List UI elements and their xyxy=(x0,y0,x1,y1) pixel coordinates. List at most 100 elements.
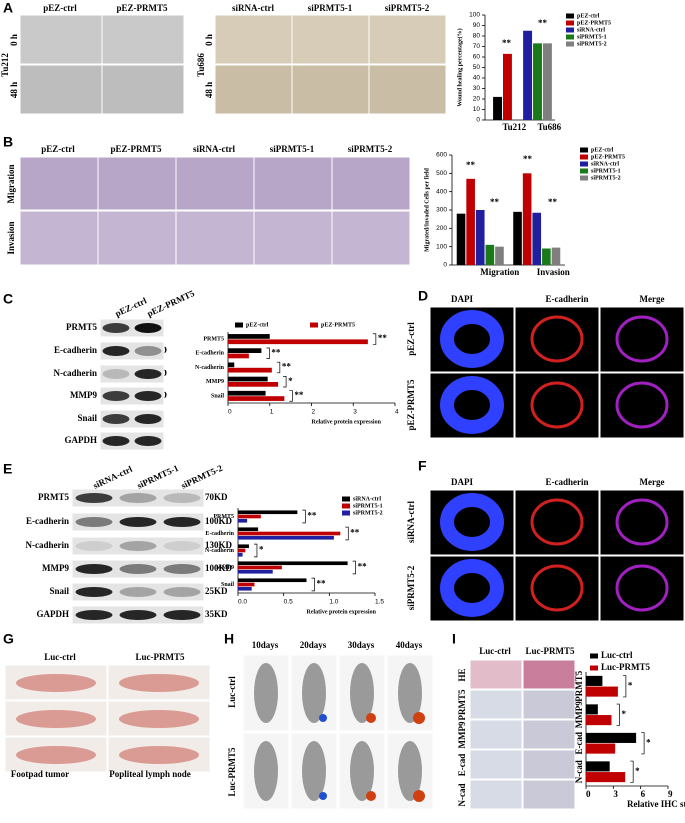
blot-band xyxy=(134,436,162,446)
annotation: ** xyxy=(523,154,533,164)
y-tick-label: 90 xyxy=(473,22,481,29)
label: Merge xyxy=(640,477,665,487)
bracket xyxy=(372,333,377,345)
label: pEZ-PRMT5 xyxy=(110,144,162,154)
tissue xyxy=(119,674,199,692)
blot-band xyxy=(102,369,130,379)
bar xyxy=(228,367,272,373)
image xyxy=(469,749,523,780)
blot-band xyxy=(75,587,113,597)
bar xyxy=(542,248,551,265)
legend-label: siRNA-ctrl xyxy=(353,496,381,502)
x-axis-label: Relative IHC staining index xyxy=(627,799,685,809)
blot-band xyxy=(102,414,130,424)
bar xyxy=(238,586,252,591)
legend-label: pEZ-ctrl xyxy=(246,322,269,328)
blot-band xyxy=(119,517,157,527)
mouse xyxy=(398,663,422,723)
legend-swatch xyxy=(566,34,574,40)
bar xyxy=(238,510,298,515)
annotation: * xyxy=(646,737,651,747)
label: N-cadherin xyxy=(54,368,98,378)
image xyxy=(214,64,293,115)
label: GAPDH xyxy=(37,609,70,619)
label: Luc-PRMT5 xyxy=(136,652,185,662)
bar xyxy=(238,561,348,566)
x-axis-label: Relative protein expression xyxy=(307,609,377,615)
label: 0 h xyxy=(9,34,19,46)
lane-label: siPRMT5-1 xyxy=(135,463,180,491)
x-tick-label: 6 xyxy=(641,789,646,799)
label: siPRMT5-1 xyxy=(308,3,353,13)
legend-label: siPRMT5-2 xyxy=(591,175,621,181)
legend-swatch xyxy=(566,41,574,47)
blot-band xyxy=(163,541,201,551)
bar xyxy=(533,43,542,120)
image xyxy=(522,659,576,690)
cells xyxy=(530,381,584,429)
image xyxy=(522,689,576,720)
annotation: ** xyxy=(307,511,317,521)
legend-swatch xyxy=(580,161,588,167)
bar xyxy=(475,210,485,265)
bar xyxy=(238,535,334,540)
x-tick-label: 0.0 xyxy=(238,599,247,606)
x-tick-label: Migration xyxy=(480,267,519,277)
x-tick-label: 3 xyxy=(613,789,618,799)
label: HE xyxy=(457,668,467,681)
annotation: ** xyxy=(502,38,512,48)
bar xyxy=(551,247,561,265)
bracket xyxy=(276,361,281,374)
image xyxy=(522,749,576,780)
y-tick-label: E-cadherin xyxy=(195,351,224,357)
label: Tu212 xyxy=(0,53,10,77)
y-tick-label: PRMT5 xyxy=(203,336,224,342)
y-tick-label: 50 xyxy=(473,64,481,71)
x-tick-label: 0.5 xyxy=(284,599,293,606)
legend-swatch xyxy=(580,168,588,174)
bracket xyxy=(302,509,306,524)
label: F xyxy=(418,458,427,474)
blot-band xyxy=(163,610,201,620)
label: 20days xyxy=(300,640,327,650)
legend-label: Luc-PRMT5 xyxy=(601,662,650,672)
annotation: ** xyxy=(548,197,558,207)
y-tick-label: 100 xyxy=(469,12,480,19)
bar xyxy=(228,334,270,339)
bar xyxy=(586,732,637,743)
bar xyxy=(495,246,504,265)
legend-label: Luc-ctrl xyxy=(601,650,633,660)
label: siPRMT5-1 xyxy=(270,144,315,154)
label: Luc-PRMT5 xyxy=(526,646,575,656)
cells xyxy=(615,564,669,612)
legend-label: pEZ-PRMT5 xyxy=(591,154,625,160)
label: 10days xyxy=(252,640,279,650)
image xyxy=(19,210,99,266)
bar xyxy=(466,178,475,265)
legend-swatch xyxy=(590,653,598,659)
legend-label: siPRMT5-2 xyxy=(577,41,607,47)
label: Tu686 xyxy=(196,53,206,77)
label: E-cad xyxy=(457,754,467,777)
label: Luc-PRMT5 xyxy=(227,747,237,796)
legend-label: pEZ-PRMT5 xyxy=(577,20,611,26)
y-tick-label: N-cad xyxy=(574,760,584,783)
annotation: ** xyxy=(350,528,360,538)
y-tick-label: PRMT5 xyxy=(213,514,234,520)
lane-label: siPRMT5-2 xyxy=(179,463,224,491)
label: siPRMT5-2 xyxy=(385,3,430,13)
bar xyxy=(238,578,307,583)
bracket xyxy=(289,390,293,402)
label: 40days xyxy=(396,640,423,650)
label: Luc-ctrl xyxy=(227,676,237,708)
legend-swatch xyxy=(566,13,574,19)
image xyxy=(469,689,523,720)
y-tick-label: N-cadherin xyxy=(195,365,225,371)
cells xyxy=(615,498,669,546)
x-tick-label: 1 xyxy=(270,409,274,416)
image xyxy=(214,14,293,65)
x-tick-label: Tu686 xyxy=(538,122,562,132)
annotation: * xyxy=(622,709,627,719)
bracket xyxy=(345,526,349,541)
y-tick-label: 40 xyxy=(473,75,481,82)
